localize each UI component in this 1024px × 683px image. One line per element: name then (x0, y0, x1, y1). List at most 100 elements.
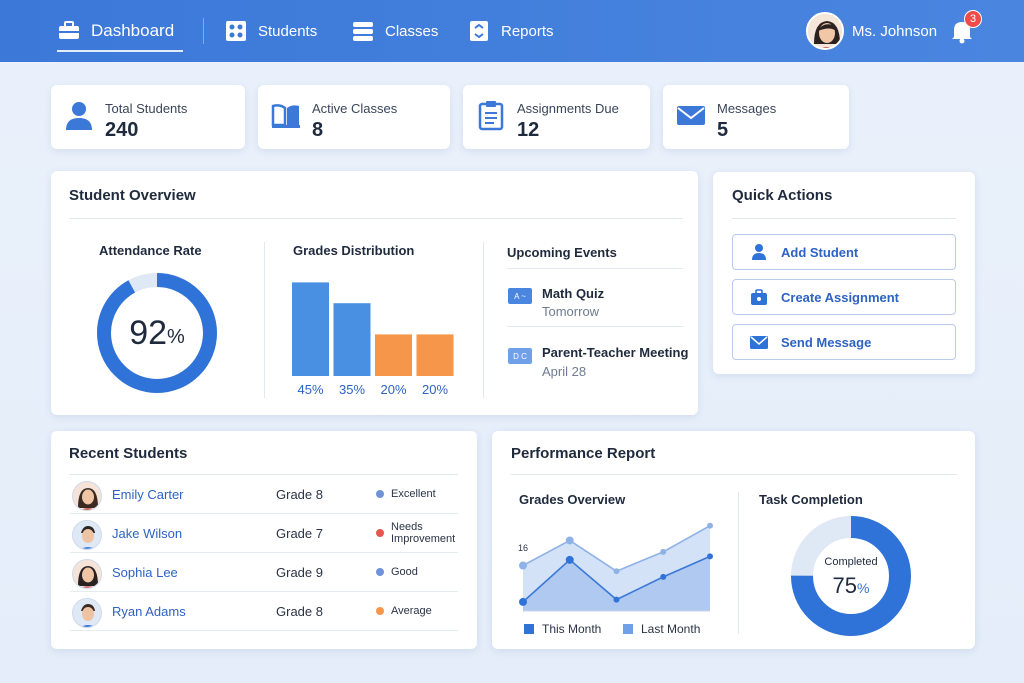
grade-bar-label: 35% (339, 382, 365, 397)
task-completion-title: Task Completion (759, 492, 863, 507)
grade-bar-label: 20% (422, 382, 448, 397)
nav-students[interactable]: Students (224, 0, 317, 62)
y-tick-label: 16 (518, 543, 529, 553)
notification-badge: 3 (964, 10, 982, 28)
attendance-donut (97, 273, 217, 393)
nav-dashboard[interactable]: Dashboard (57, 0, 174, 62)
series-area (523, 556, 710, 611)
grades-distribution-title: Grades Distribution (293, 243, 415, 258)
attendance-number: 92 (129, 313, 168, 352)
series-point (707, 553, 713, 560)
divider (483, 242, 484, 398)
event-calendar-icon: A ~ (508, 288, 532, 304)
nav-dashboard-label: Dashboard (91, 21, 175, 40)
user-avatar[interactable] (806, 12, 844, 50)
event-date: April 28 (542, 364, 587, 379)
legend-swatch (623, 624, 633, 634)
status-dot (376, 529, 384, 537)
event-date: Tomorrow (542, 304, 600, 319)
student-grade: Grade 8 (276, 487, 323, 502)
nav-classes-label: Classes (385, 22, 439, 40)
recent-students-card (51, 431, 477, 649)
status-dot (376, 607, 384, 615)
divider (69, 474, 458, 475)
student-grade: Grade 9 (276, 565, 323, 580)
series-point (565, 555, 574, 564)
create-assignment-button[interactable]: Create Assignment (732, 279, 956, 315)
nav-reports[interactable]: Reports (467, 0, 554, 62)
series-point (613, 568, 620, 575)
task-completion-label: Completed (824, 556, 878, 568)
attendance-title: Attendance Rate (99, 243, 202, 258)
mail-icon (677, 106, 705, 125)
user-name[interactable]: Ms. Johnson (852, 22, 938, 40)
event-title[interactable]: Math Quiz (542, 286, 605, 301)
stat-label: Messages (717, 101, 777, 116)
nav-reports-label: Reports (501, 22, 554, 40)
send-message-label: Send Message (781, 334, 872, 350)
stat-card-assignments-due[interactable]: Assignments Due 12 (463, 85, 650, 149)
series-point (519, 597, 527, 606)
series-point (707, 522, 713, 529)
legend-swatch (524, 624, 534, 634)
briefcase-icon (751, 289, 767, 305)
task-completion-value: 75% (789, 573, 913, 599)
student-status-line: Needs (391, 521, 423, 533)
grade-bar (375, 334, 412, 376)
task-completion-number: 75 (832, 573, 858, 598)
task-arc (791, 516, 911, 636)
student-overview-title: Student Overview (69, 187, 196, 204)
event-title[interactable]: Parent-Teacher Meeting (542, 345, 689, 360)
grade-bar-label: 45% (297, 382, 323, 397)
top-navigation-bar: Dashboard Students Classes Reports Ms. J… (0, 0, 1024, 62)
stat-card-active-classes[interactable]: Active Classes 8 (258, 85, 450, 149)
series-area (523, 525, 710, 611)
avatar (72, 559, 102, 589)
student-status: Excellent (391, 488, 436, 500)
table-row[interactable]: Ryan Adams Grade 8 Average (70, 592, 458, 631)
attendance-value: 92% (92, 268, 222, 398)
avatar (72, 481, 102, 511)
student-name: Sophia Lee (112, 565, 178, 580)
send-message-button[interactable]: Send Message (732, 324, 956, 360)
divider (732, 218, 956, 219)
grades-overview-chart (519, 522, 713, 612)
legend-label: Last Month (641, 622, 701, 636)
table-row[interactable]: Sophia Lee Grade 9 Good (70, 553, 458, 592)
quick-actions-title: Quick Actions (732, 187, 833, 204)
upcoming-events-title: Upcoming Events (507, 245, 617, 260)
avatar (72, 598, 102, 628)
grades-overview-title: Grades Overview (519, 492, 626, 507)
table-row[interactable]: Emily Carter Grade 8 Excellent (70, 475, 458, 514)
stat-card-total-students[interactable]: Total Students 240 (51, 85, 245, 149)
mail-icon (750, 336, 768, 349)
stat-value: 240 (105, 119, 139, 141)
stat-card-messages[interactable]: Messages 5 (663, 85, 849, 149)
grades-distribution-chart: 45% 35% 20% 20% (292, 282, 454, 397)
briefcase-icon (59, 21, 79, 39)
student-status: Average (391, 605, 432, 617)
clipboard-icon (478, 101, 504, 131)
divider (264, 242, 265, 398)
divider (507, 326, 683, 327)
legend-label: This Month (542, 622, 602, 636)
student-overview-card (51, 171, 698, 415)
student-name: Jake Wilson (112, 526, 183, 541)
recent-students-title: Recent Students (69, 445, 188, 462)
status-dot (376, 490, 384, 498)
series-point (660, 548, 667, 555)
divider (69, 218, 683, 219)
student-status: Good (391, 566, 418, 578)
table-row[interactable]: Jake Wilson Grade 7 Needs Improvement (70, 514, 458, 553)
attendance-arc (97, 273, 217, 393)
series-point (660, 573, 667, 580)
attendance-unit: % (167, 325, 185, 348)
nav-divider (203, 18, 204, 44)
nav-classes[interactable]: Classes (351, 0, 438, 62)
person-icon (66, 102, 92, 130)
active-tab-indicator (57, 50, 183, 52)
avatar (72, 520, 102, 550)
grade-bar (416, 334, 454, 376)
student-grade: Grade 7 (276, 526, 323, 541)
add-student-button[interactable]: Add Student (732, 234, 956, 270)
